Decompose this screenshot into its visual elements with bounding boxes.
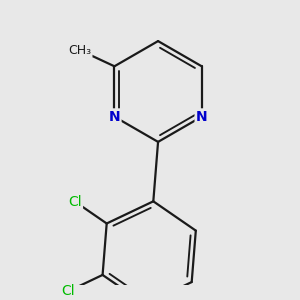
Text: N: N <box>109 110 120 124</box>
Text: Cl: Cl <box>61 284 75 298</box>
Text: Cl: Cl <box>68 195 82 209</box>
Text: N: N <box>196 110 208 124</box>
Text: CH₃: CH₃ <box>68 44 91 57</box>
